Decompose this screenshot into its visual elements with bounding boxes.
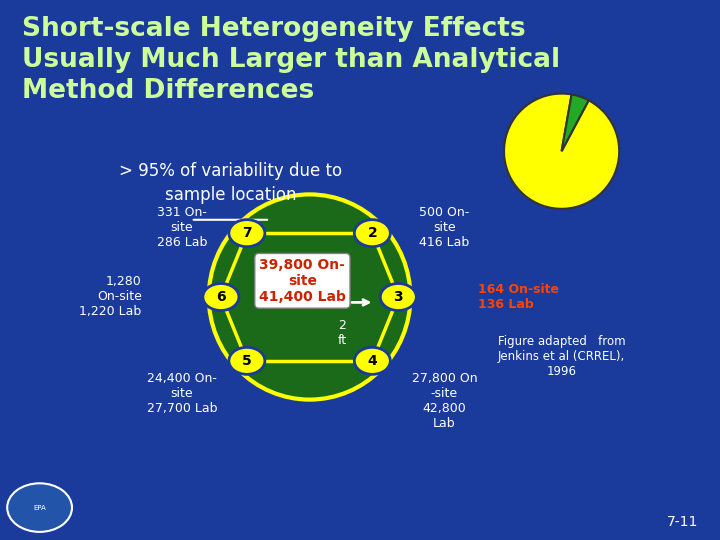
Circle shape — [354, 347, 390, 374]
Text: 6: 6 — [216, 290, 225, 304]
Text: > 95% of variability due to
sample location: > 95% of variability due to sample locat… — [119, 162, 342, 204]
Circle shape — [229, 220, 265, 247]
Text: 7-11: 7-11 — [667, 515, 698, 529]
Text: 2: 2 — [367, 226, 377, 240]
Text: Short-scale Heterogeneity Effects
Usually Much Larger than Analytical
Method Dif: Short-scale Heterogeneity Effects Usuall… — [22, 16, 559, 104]
Text: 24,400 On-
site
27,700 Lab: 24,400 On- site 27,700 Lab — [147, 372, 217, 415]
Circle shape — [354, 220, 390, 247]
Circle shape — [380, 284, 416, 310]
Text: EPA: EPA — [33, 504, 46, 511]
Text: 3: 3 — [394, 290, 403, 304]
Text: 331 On-
site
286 Lab: 331 On- site 286 Lab — [157, 206, 207, 249]
Circle shape — [229, 347, 265, 374]
Text: 4: 4 — [367, 354, 377, 368]
Text: 39,800 On-
site
41,400 Lab: 39,800 On- site 41,400 Lab — [259, 258, 346, 304]
Circle shape — [7, 483, 72, 532]
Text: 5: 5 — [242, 354, 252, 368]
Text: 1,280
On-site
1,220 Lab: 1,280 On-site 1,220 Lab — [79, 275, 142, 319]
Wedge shape — [562, 94, 589, 151]
Circle shape — [203, 284, 239, 310]
Text: 7: 7 — [242, 226, 252, 240]
Wedge shape — [504, 93, 619, 209]
Ellipse shape — [209, 194, 410, 400]
Text: 500 On-
site
416 Lab: 500 On- site 416 Lab — [419, 206, 469, 249]
Text: Figure adapted   from
Jenkins et al (CRREL),
1996: Figure adapted from Jenkins et al (CRREL… — [498, 335, 626, 378]
Text: 27,800 On
-site
42,800
Lab: 27,800 On -site 42,800 Lab — [412, 372, 477, 430]
Text: 164 On-site
136 Lab: 164 On-site 136 Lab — [477, 283, 559, 311]
Text: 2
ft: 2 ft — [338, 319, 346, 347]
